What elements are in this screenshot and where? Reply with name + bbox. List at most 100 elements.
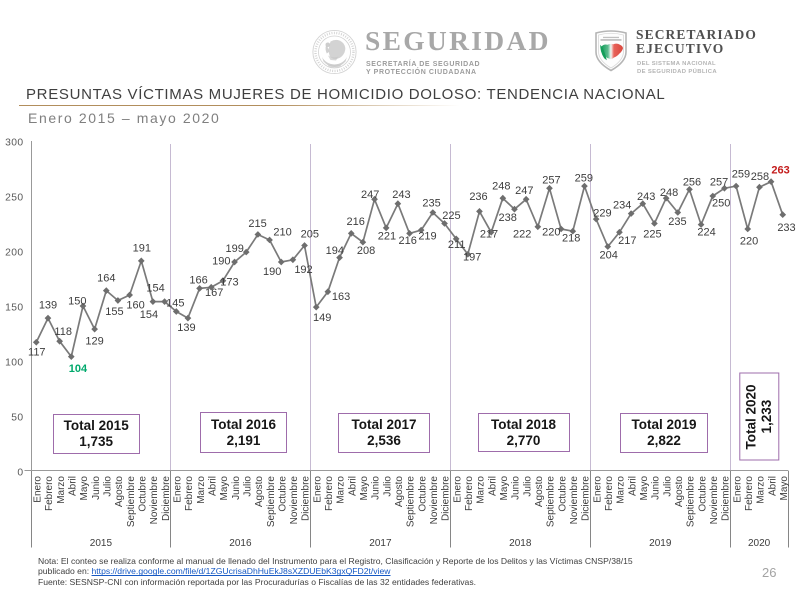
- svg-text:Mayo: Mayo: [79, 476, 90, 501]
- svg-text:216: 216: [347, 216, 365, 228]
- svg-text:236: 236: [469, 191, 487, 203]
- svg-text:Noviembre: Noviembre: [709, 476, 720, 525]
- svg-text:155: 155: [105, 306, 123, 318]
- svg-text:150: 150: [5, 303, 23, 314]
- svg-text:2020: 2020: [748, 538, 771, 549]
- svg-text:215: 215: [248, 218, 266, 230]
- svg-text:222: 222: [513, 229, 531, 241]
- svg-text:191: 191: [133, 243, 151, 255]
- svg-text:2018: 2018: [509, 538, 532, 549]
- svg-text:117: 117: [28, 347, 46, 359]
- svg-text:Diciembre: Diciembre: [161, 476, 172, 521]
- svg-text:Agosto: Agosto: [114, 476, 125, 508]
- svg-text:259: 259: [575, 172, 593, 184]
- svg-text:164: 164: [97, 273, 115, 285]
- svg-text:Diciembre: Diciembre: [581, 476, 592, 521]
- svg-text:Marzo: Marzo: [56, 476, 67, 504]
- svg-text:Agosto: Agosto: [674, 476, 685, 508]
- svg-text:Octubre: Octubre: [697, 476, 708, 512]
- svg-text:199: 199: [226, 243, 244, 255]
- svg-text:205: 205: [301, 229, 319, 241]
- svg-text:166: 166: [189, 274, 207, 286]
- svg-text:Abril: Abril: [767, 476, 778, 496]
- svg-text:Junio: Junio: [371, 476, 382, 500]
- svg-text:100: 100: [5, 358, 23, 369]
- svg-text:Febrero: Febrero: [604, 476, 615, 511]
- svg-text:Julio: Julio: [242, 476, 253, 497]
- svg-text:257: 257: [542, 174, 560, 186]
- svg-text:Junio: Junio: [231, 476, 242, 500]
- svg-text:256: 256: [683, 176, 701, 188]
- svg-text:216: 216: [399, 235, 417, 247]
- svg-text:104: 104: [69, 363, 88, 375]
- svg-text:225: 225: [442, 210, 460, 222]
- svg-text:243: 243: [392, 189, 410, 201]
- svg-text:Febrero: Febrero: [184, 476, 195, 511]
- svg-text:Enero: Enero: [452, 476, 463, 503]
- svg-text:Mayo: Mayo: [639, 476, 650, 501]
- svg-text:218: 218: [562, 233, 580, 245]
- svg-text:Mayo: Mayo: [499, 476, 510, 501]
- svg-text:Agosto: Agosto: [254, 476, 265, 508]
- svg-text:Mayo: Mayo: [359, 476, 370, 501]
- svg-text:247: 247: [515, 185, 533, 197]
- svg-text:219: 219: [418, 231, 436, 243]
- svg-text:145: 145: [166, 297, 184, 309]
- svg-text:2019: 2019: [649, 538, 672, 549]
- svg-text:50: 50: [11, 413, 23, 424]
- svg-text:257: 257: [710, 176, 728, 188]
- svg-text:163: 163: [332, 291, 350, 303]
- svg-text:204: 204: [600, 249, 618, 261]
- svg-text:2015: 2015: [90, 538, 113, 549]
- svg-text:150: 150: [68, 296, 86, 308]
- svg-text:233: 233: [777, 222, 795, 234]
- svg-text:Marzo: Marzo: [756, 476, 767, 504]
- svg-text:Septiembre: Septiembre: [686, 476, 697, 528]
- svg-text:2017: 2017: [369, 538, 392, 549]
- svg-text:250: 250: [712, 197, 730, 209]
- svg-text:Octubre: Octubre: [557, 476, 568, 512]
- svg-text:160: 160: [126, 299, 144, 311]
- svg-text:Octubre: Octubre: [138, 476, 149, 512]
- svg-text:194: 194: [326, 245, 344, 257]
- svg-text:Abril: Abril: [487, 476, 498, 496]
- svg-text:Enero: Enero: [592, 476, 603, 503]
- svg-text:Noviembre: Noviembre: [429, 476, 440, 525]
- svg-text:200: 200: [5, 248, 23, 259]
- svg-text:2016: 2016: [229, 538, 252, 549]
- svg-text:220: 220: [740, 235, 758, 247]
- svg-text:Abril: Abril: [207, 476, 218, 496]
- svg-text:Diciembre: Diciembre: [721, 476, 732, 521]
- svg-text:Abril: Abril: [68, 476, 79, 496]
- svg-text:258: 258: [751, 171, 769, 183]
- svg-text:259: 259: [732, 168, 750, 180]
- svg-text:211: 211: [448, 239, 466, 251]
- svg-text:247: 247: [361, 189, 379, 201]
- svg-text:Julio: Julio: [522, 476, 533, 497]
- svg-text:Enero: Enero: [312, 476, 323, 503]
- svg-text:Agosto: Agosto: [534, 476, 545, 508]
- svg-text:Abril: Abril: [627, 476, 638, 496]
- svg-text:Octubre: Octubre: [277, 476, 288, 512]
- svg-text:Abril: Abril: [347, 476, 358, 496]
- svg-text:Noviembre: Noviembre: [289, 476, 300, 525]
- svg-text:Septiembre: Septiembre: [126, 476, 137, 528]
- svg-text:Marzo: Marzo: [196, 476, 207, 504]
- svg-text:149: 149: [313, 312, 331, 324]
- svg-text:Enero: Enero: [33, 476, 44, 503]
- svg-text:220: 220: [542, 226, 560, 238]
- svg-text:Marzo: Marzo: [616, 476, 627, 504]
- svg-text:Septiembre: Septiembre: [266, 476, 277, 528]
- svg-text:Septiembre: Septiembre: [546, 476, 557, 528]
- svg-text:Marzo: Marzo: [336, 476, 347, 504]
- svg-text:221: 221: [378, 231, 396, 243]
- svg-text:0: 0: [17, 468, 23, 479]
- svg-text:Enero: Enero: [732, 476, 743, 503]
- svg-text:Julio: Julio: [662, 476, 673, 497]
- svg-text:Agosto: Agosto: [394, 476, 405, 508]
- svg-text:Febrero: Febrero: [744, 476, 755, 511]
- svg-text:Julio: Julio: [103, 476, 114, 497]
- svg-text:229: 229: [593, 208, 611, 220]
- svg-text:235: 235: [668, 216, 686, 228]
- svg-text:Junio: Junio: [511, 476, 522, 500]
